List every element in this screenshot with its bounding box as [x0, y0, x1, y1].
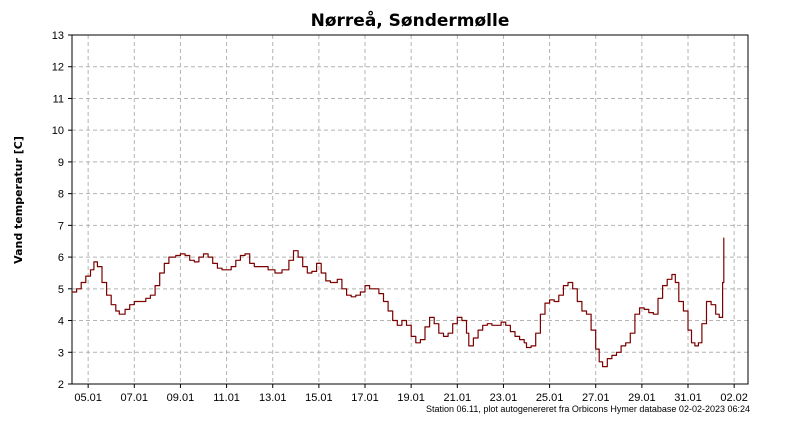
x-tick-label: 31.01 [674, 392, 702, 404]
y-tick-label: 10 [52, 125, 64, 137]
x-tick-label: 09.01 [167, 392, 195, 404]
y-tick-label: 8 [58, 189, 64, 201]
x-tick-label: 23.01 [490, 392, 518, 404]
y-tick-label: 7 [58, 220, 64, 232]
y-tick-label: 5 [58, 284, 64, 296]
x-tick-label: 13.01 [259, 392, 287, 404]
x-tick-label: 15.01 [305, 392, 333, 404]
y-tick-label: 6 [58, 252, 64, 264]
y-tick-label: 13 [52, 30, 64, 42]
y-tick-label: 4 [58, 316, 64, 328]
x-tick-label: 17.01 [351, 392, 379, 404]
x-tick-label: 02.02 [720, 392, 748, 404]
plot-area [72, 237, 725, 368]
chart-footer: Station 06.11, plot autogenereret fra Or… [426, 404, 750, 414]
x-tick-label: 05.01 [74, 392, 102, 404]
x-tick-label: 19.01 [397, 392, 425, 404]
axes: 2 3 4 5 6 7 8 9 10 11 12 13 05.01 07.01 09.01 11.01 13.0… [52, 30, 749, 404]
x-tick-label: 27.01 [582, 392, 610, 404]
x-tick-label: 07.01 [121, 392, 149, 404]
plot-frame [71, 34, 749, 385]
y-tick-label: 11 [53, 93, 64, 105]
y-axis-label: Vand temperatur [C] [12, 136, 25, 264]
temperature-series-line [72, 237, 725, 368]
x-tick-label: 29.01 [628, 392, 656, 404]
y-tick-label: 9 [58, 157, 64, 169]
y-tick-label: 3 [58, 347, 64, 359]
x-tick-label: 11.01 [213, 392, 240, 404]
x-tick-label: 21.01 [444, 392, 472, 404]
y-tick-label: 12 [52, 62, 64, 74]
chart-title: Nørreå, Søndermølle [311, 9, 510, 31]
x-tick-label: 25.01 [536, 392, 564, 404]
grid-lines [72, 34, 748, 385]
y-tick-label: 2 [58, 379, 64, 391]
